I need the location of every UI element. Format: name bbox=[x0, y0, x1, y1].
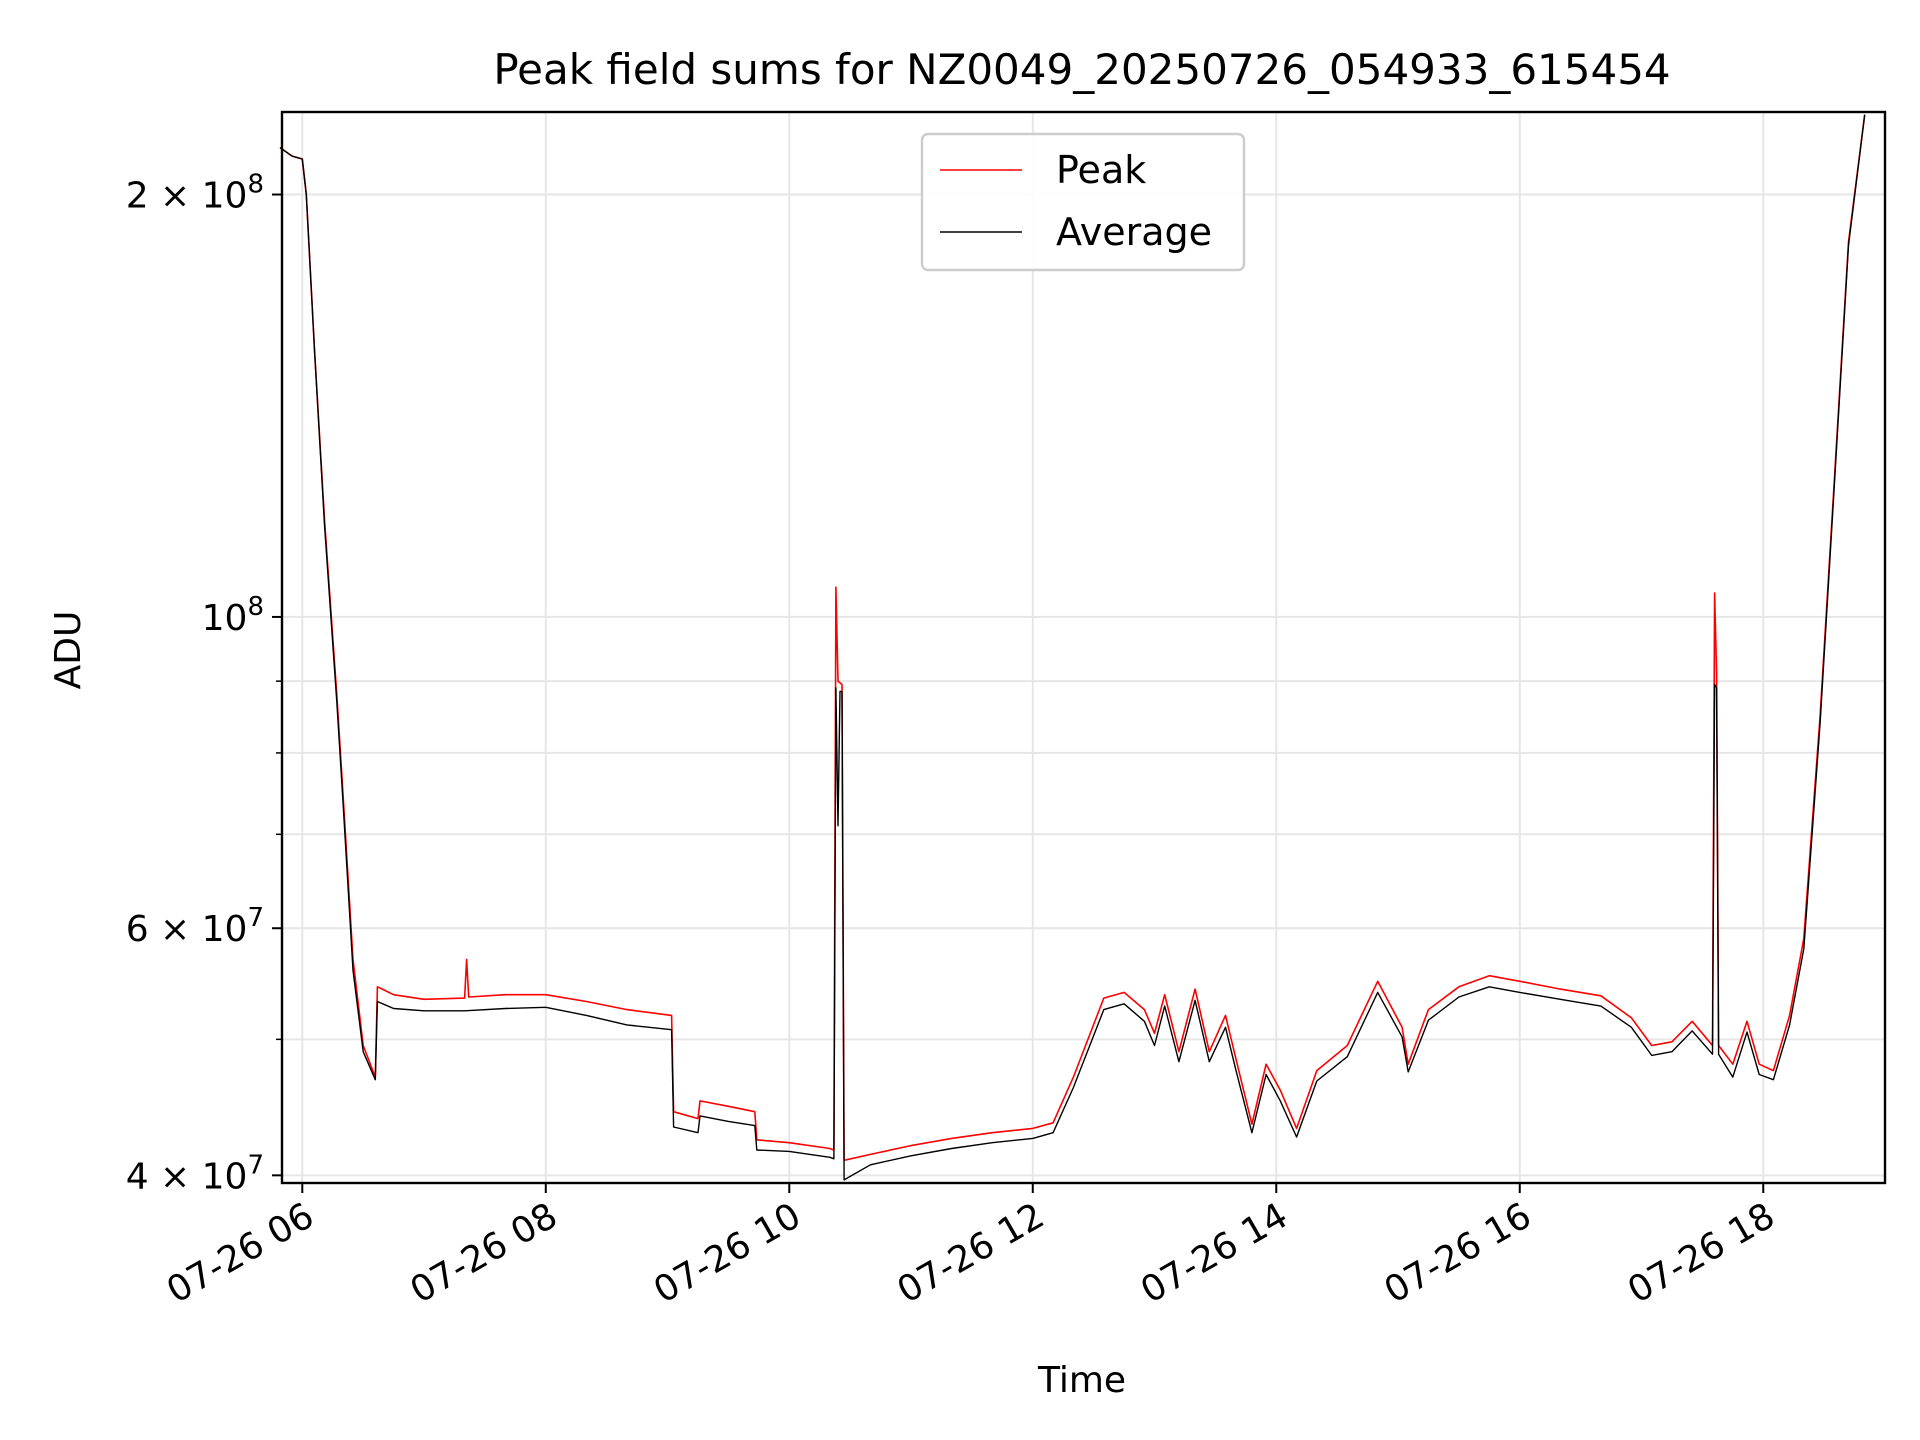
chart-title: Peak field sums for NZ0049_20250726_0549… bbox=[493, 45, 1670, 94]
y-axis: 4 × 107 6 × 107 108 2 × 108 bbox=[126, 170, 282, 1197]
y-axis-label: ADU bbox=[48, 611, 89, 690]
series-line-average bbox=[279, 114, 1866, 1181]
legend-frame bbox=[920, 132, 1246, 272]
series-line-peak bbox=[279, 114, 1866, 1162]
y-tick-label: 4 × 107 bbox=[126, 1150, 264, 1197]
axes-frame bbox=[280, 110, 1887, 1185]
legend-label-average: Average bbox=[1056, 210, 1212, 254]
legend-label-peak: Peak bbox=[1056, 148, 1146, 192]
plot-area bbox=[279, 114, 1866, 1181]
y-tick-label: 6 × 107 bbox=[126, 903, 264, 950]
legend: Peak Average bbox=[920, 132, 1246, 272]
y-tick-label: 108 bbox=[202, 592, 264, 639]
y-tick-label: 2 × 108 bbox=[126, 170, 264, 217]
x-axis-label: Time bbox=[1037, 1360, 1126, 1401]
